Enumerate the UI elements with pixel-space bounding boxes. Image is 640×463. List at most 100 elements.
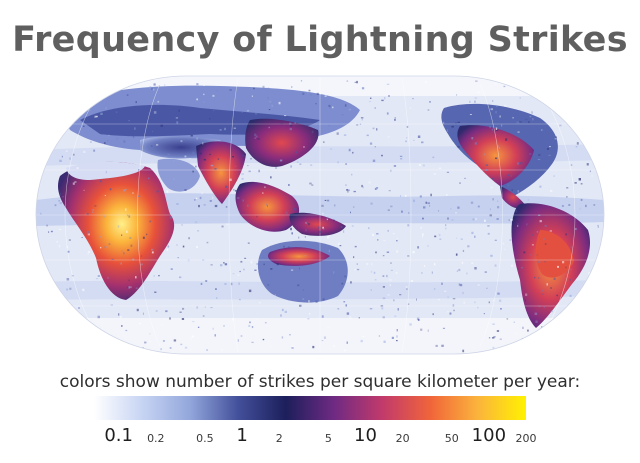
speckle: [492, 337, 495, 339]
speckle: [184, 155, 187, 158]
speckle: [149, 333, 151, 335]
speckle: [82, 288, 85, 292]
speckle: [589, 134, 591, 137]
speckle: [446, 171, 450, 173]
speckle: [580, 183, 583, 185]
speckle: [89, 328, 92, 330]
speckle: [386, 274, 388, 278]
speckle: [343, 134, 347, 136]
speckle: [527, 329, 529, 332]
speckle: [233, 127, 236, 129]
speckle: [296, 151, 298, 154]
speckle: [518, 121, 520, 124]
speckle: [128, 286, 131, 289]
speckle: [511, 189, 513, 192]
speckle: [370, 202, 373, 205]
speckle: [77, 86, 79, 89]
speckle: [570, 269, 572, 271]
speckle: [139, 120, 141, 123]
speckle: [337, 242, 341, 246]
speckle: [597, 224, 599, 227]
speckle: [566, 95, 568, 98]
speckle: [176, 244, 178, 246]
speckle: [361, 87, 365, 90]
speckle: [40, 305, 44, 307]
speckle: [160, 124, 163, 127]
speckle: [85, 212, 87, 215]
speckle: [254, 112, 258, 115]
speckle: [44, 114, 46, 117]
speckle: [356, 268, 360, 271]
speckle: [256, 215, 258, 218]
speckle: [179, 276, 182, 279]
legend-tick-0_5: 0.5: [196, 432, 214, 445]
speckle: [307, 92, 309, 94]
speckle: [50, 230, 53, 233]
speckle: [173, 339, 177, 342]
speckle: [110, 304, 113, 306]
speckle: [234, 189, 237, 192]
speckle: [593, 329, 595, 332]
speckle: [539, 185, 542, 188]
speckle: [348, 108, 351, 111]
speckle: [322, 226, 324, 229]
speckle: [397, 308, 399, 311]
speckle: [153, 275, 155, 277]
speckle: [223, 262, 225, 264]
speckle: [286, 297, 289, 299]
speckle: [445, 224, 447, 227]
speckle: [160, 348, 162, 351]
speckle: [404, 194, 407, 197]
speckle: [100, 89, 104, 91]
speckle: [585, 204, 587, 208]
speckle: [386, 83, 390, 85]
speckle: [328, 104, 331, 107]
speckle: [105, 246, 107, 248]
speckle: [382, 286, 385, 288]
speckle: [475, 80, 478, 82]
speckle: [487, 232, 490, 235]
speckle: [132, 258, 135, 261]
speckle: [299, 267, 300, 270]
speckle: [194, 199, 196, 201]
speckle: [88, 251, 90, 253]
speckle: [95, 115, 98, 118]
speckle: [151, 248, 154, 251]
speckle: [167, 153, 170, 155]
speckle: [92, 209, 94, 211]
speckle: [248, 170, 251, 173]
speckle: [395, 272, 398, 274]
legend-tick-1: 1: [236, 425, 248, 446]
speckle: [307, 318, 310, 320]
speckle: [513, 321, 515, 323]
speckle: [475, 217, 477, 221]
speckle: [203, 204, 206, 206]
speckle: [188, 237, 190, 240]
speckle: [139, 323, 142, 325]
speckle: [74, 181, 77, 183]
speckle: [477, 205, 480, 208]
speckle: [407, 255, 410, 257]
speckle: [209, 153, 211, 156]
speckle: [203, 158, 206, 161]
speckle: [544, 243, 547, 245]
speckle: [328, 124, 330, 127]
speckle: [420, 226, 422, 229]
speckle: [315, 300, 318, 303]
speckle: [270, 176, 272, 179]
speckle: [597, 134, 600, 137]
speckle: [201, 192, 204, 195]
speckle: [434, 235, 437, 238]
speckle: [580, 198, 583, 201]
speckle: [308, 223, 310, 226]
speckle: [302, 289, 304, 291]
speckle: [549, 94, 551, 97]
speckle: [241, 173, 244, 176]
speckle: [45, 147, 47, 148]
speckle: [254, 137, 256, 139]
speckle: [568, 204, 571, 206]
speckle: [586, 163, 589, 166]
speckle: [456, 237, 458, 239]
speckle: [269, 346, 272, 348]
speckle: [417, 246, 419, 249]
